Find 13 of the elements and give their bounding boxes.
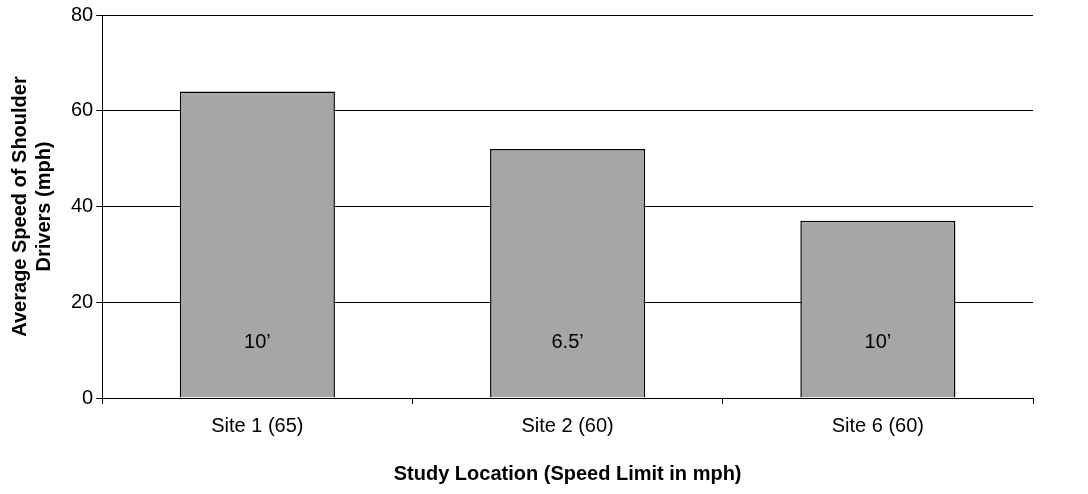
y-tick-label: 60 (71, 98, 94, 121)
y-tick-label: 20 (71, 289, 94, 312)
x-tick-label: Site 2 (60) (521, 413, 614, 436)
y-tick-label: 40 (71, 194, 94, 217)
y-axis-title: Average Speed of Shoulder Drivers (mph) (7, 76, 54, 337)
x-tick-label: Site 1 (65) (211, 413, 304, 436)
x-axis-title: Study Location (Speed Limit in mph) (393, 461, 742, 484)
annotation: 10’ (244, 329, 271, 352)
annotation: 10’ (864, 329, 892, 352)
x-tick-label: Site 6 (60) (831, 413, 925, 436)
y-tick-label: 0 (82, 385, 94, 408)
y-tick-label: 80 (71, 2, 94, 25)
annotation: 6.5’ (551, 329, 584, 352)
